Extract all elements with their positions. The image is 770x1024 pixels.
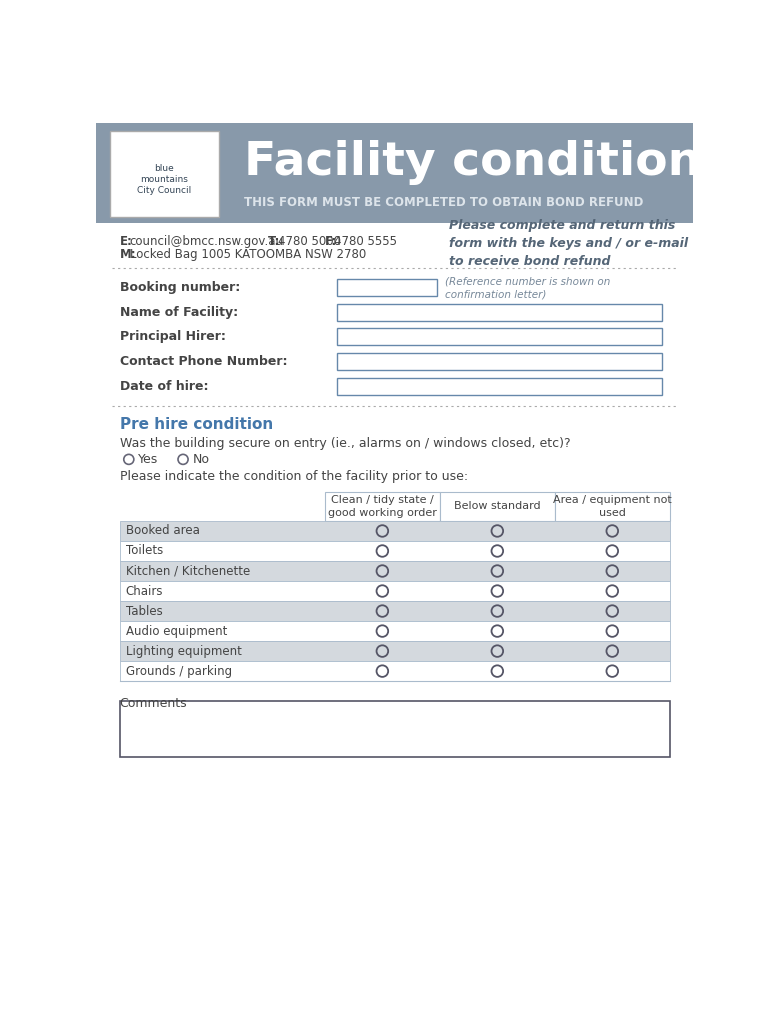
Text: No: No — [192, 453, 209, 466]
Bar — [325, 492, 440, 521]
Text: Date of hire:: Date of hire: — [119, 380, 208, 393]
Text: Area / equipment not
used: Area / equipment not used — [553, 496, 671, 517]
Text: F:: F: — [325, 234, 337, 248]
Bar — [336, 378, 662, 394]
Bar — [336, 353, 662, 370]
Text: E:: E: — [119, 234, 132, 248]
Bar — [440, 492, 555, 521]
Bar — [119, 521, 670, 541]
Text: T:: T: — [268, 234, 281, 248]
Text: Name of Facility:: Name of Facility: — [119, 306, 238, 318]
Text: council@bmcc.nsw.gov.au: council@bmcc.nsw.gov.au — [129, 234, 283, 248]
Bar — [119, 492, 325, 521]
Text: Toilets: Toilets — [126, 545, 163, 557]
Text: Comments: Comments — [119, 696, 187, 710]
Text: Chairs: Chairs — [126, 585, 163, 598]
Text: Contact Phone Number:: Contact Phone Number: — [119, 355, 287, 368]
Bar — [336, 304, 662, 321]
Bar — [119, 561, 670, 581]
Text: M:: M: — [119, 248, 136, 261]
Text: Pre hire condition: Pre hire condition — [119, 417, 273, 432]
Text: Please complete and return this
form with the keys and / or e-mail
to receive bo: Please complete and return this form wit… — [449, 219, 688, 268]
Text: Booked area: Booked area — [126, 524, 199, 538]
Text: Principal Hirer:: Principal Hirer: — [119, 331, 226, 343]
Text: blue
mountains
City Council: blue mountains City Council — [137, 164, 192, 196]
Text: Tables: Tables — [126, 604, 162, 617]
Bar — [336, 280, 437, 296]
Bar — [336, 329, 662, 345]
Bar — [119, 701, 670, 757]
Bar — [119, 601, 670, 622]
Text: Please indicate the condition of the facility prior to use:: Please indicate the condition of the fac… — [119, 470, 467, 482]
Bar — [119, 662, 670, 681]
Bar — [555, 492, 670, 521]
Text: Lighting equipment: Lighting equipment — [126, 644, 242, 657]
Bar — [119, 641, 670, 662]
Text: Booking number:: Booking number: — [119, 282, 239, 294]
Bar — [119, 622, 670, 641]
Text: Below standard: Below standard — [454, 502, 541, 511]
Text: Audio equipment: Audio equipment — [126, 625, 227, 638]
Bar — [96, 123, 693, 223]
Text: Kitchen / Kitchenette: Kitchen / Kitchenette — [126, 564, 250, 578]
Text: Clean / tidy state /
good working order: Clean / tidy state / good working order — [328, 496, 437, 517]
Text: Yes: Yes — [138, 453, 159, 466]
Text: Locked Bag 1005 KATOOMBA NSW 2780: Locked Bag 1005 KATOOMBA NSW 2780 — [129, 248, 366, 261]
Text: Facility condition report: Facility condition report — [243, 140, 770, 185]
Bar — [110, 131, 219, 217]
Text: 4780 5000: 4780 5000 — [278, 234, 340, 248]
Bar — [119, 541, 670, 561]
Text: Grounds / parking: Grounds / parking — [126, 665, 232, 678]
Text: Was the building secure on entry (ie., alarms on / windows closed, etc)?: Was the building secure on entry (ie., a… — [119, 436, 570, 450]
Text: THIS FORM MUST BE COMPLETED TO OBTAIN BOND REFUND: THIS FORM MUST BE COMPLETED TO OBTAIN BO… — [243, 197, 643, 210]
Bar — [119, 581, 670, 601]
Text: (Reference number is shown on
confirmation letter): (Reference number is shown on confirmati… — [445, 276, 611, 299]
Text: 4780 5555: 4780 5555 — [334, 234, 397, 248]
